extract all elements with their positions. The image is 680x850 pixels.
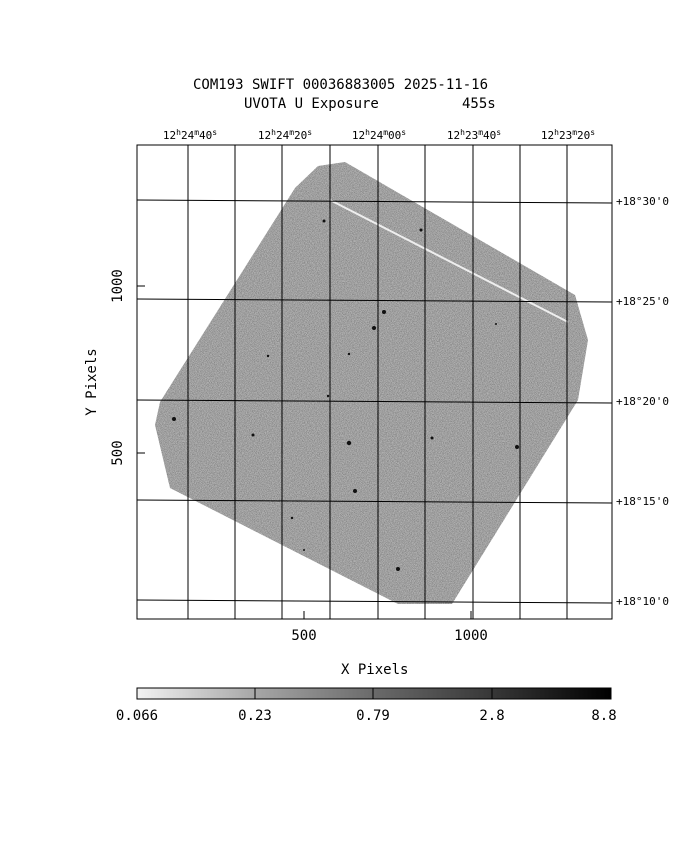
colorbar bbox=[136, 687, 612, 700]
ra-label: 12h24m20s bbox=[257, 128, 313, 142]
plot-frame bbox=[136, 144, 613, 620]
colorbar-ticks bbox=[254, 688, 493, 699]
title-filter: UVOTA U Exposure bbox=[244, 96, 379, 112]
x-tick-label: 1000 bbox=[454, 628, 488, 644]
dec-label: +18°15'0 bbox=[616, 495, 669, 508]
dec-label: +18°30'0 bbox=[616, 195, 669, 208]
x-tick-label: 500 bbox=[291, 628, 317, 644]
coordinate-grid bbox=[136, 145, 613, 619]
dec-label: +18°25'0 bbox=[616, 295, 669, 308]
y-tick-label: 500 bbox=[110, 440, 126, 466]
ra-label: 12h23m40s bbox=[446, 128, 502, 142]
dec-label: +18°20'0 bbox=[616, 395, 669, 408]
ra-label: 12h23m20s bbox=[540, 128, 596, 142]
colorbar-label: 0.066 bbox=[115, 708, 159, 724]
star-sources bbox=[172, 219, 519, 571]
colorbar-label: 0.79 bbox=[356, 708, 390, 724]
title-line1: COM193 SWIFT 00036883005 2025-11-16 bbox=[193, 77, 489, 93]
y-axis-label: Y Pixels bbox=[84, 348, 100, 416]
y-tick-label: 1000 bbox=[110, 269, 126, 303]
dec-label: +18°10'0 bbox=[616, 595, 669, 608]
exposure-footprint bbox=[155, 162, 588, 604]
colorbar-label: 2.8 bbox=[479, 708, 505, 724]
colorbar-label: 0.23 bbox=[238, 708, 272, 724]
ra-label: 12h24m00s bbox=[351, 128, 407, 142]
title-exposure: 455s bbox=[462, 96, 496, 112]
x-axis-label: X Pixels bbox=[341, 662, 409, 678]
ra-label: 12h24m40s bbox=[162, 128, 218, 142]
colorbar-label: 8.8 bbox=[591, 708, 617, 724]
pixel-ticks bbox=[137, 285, 472, 619]
